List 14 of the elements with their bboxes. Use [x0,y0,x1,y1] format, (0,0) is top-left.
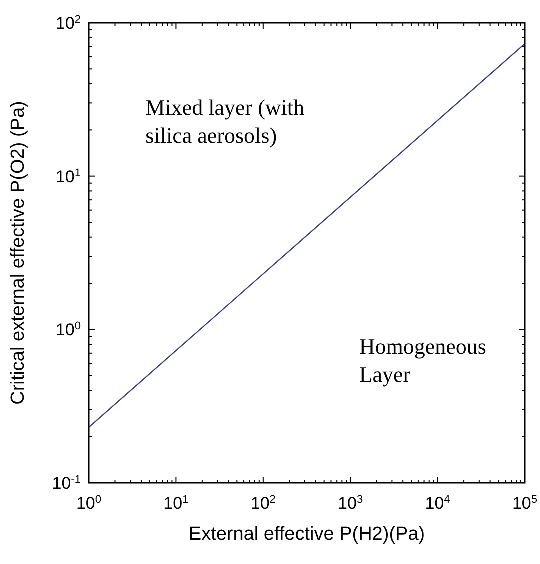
y-tick-label: 10$^{0}$ [56,320,81,340]
x-tick-label: 10$^{5}$ [512,494,538,513]
x-tick-label: 10$^{1}$ [164,494,189,513]
x-tick-label: 10$^{2}$ [250,494,276,513]
y-tick-label: 10$^{1}$ [56,167,81,186]
x-tick-label: 10$^{4}$ [425,494,450,513]
annotation: Mixed layer (with silica aerosols) [146,95,305,148]
y-axis-title: Critical external effective P(O2) (Pa) [8,101,29,405]
x-tick-label: 10$^{3}$ [338,494,364,513]
x-axis-title: External effective P(H2)(Pa) [188,524,426,545]
y-tick-label: 10$^{2}$ [56,14,81,33]
y-tick-label: 10$^{-1}$ [52,474,81,493]
annotation: Homogeneous Layer [359,334,486,388]
x-tick-label: 10$^{0}$ [76,494,102,513]
